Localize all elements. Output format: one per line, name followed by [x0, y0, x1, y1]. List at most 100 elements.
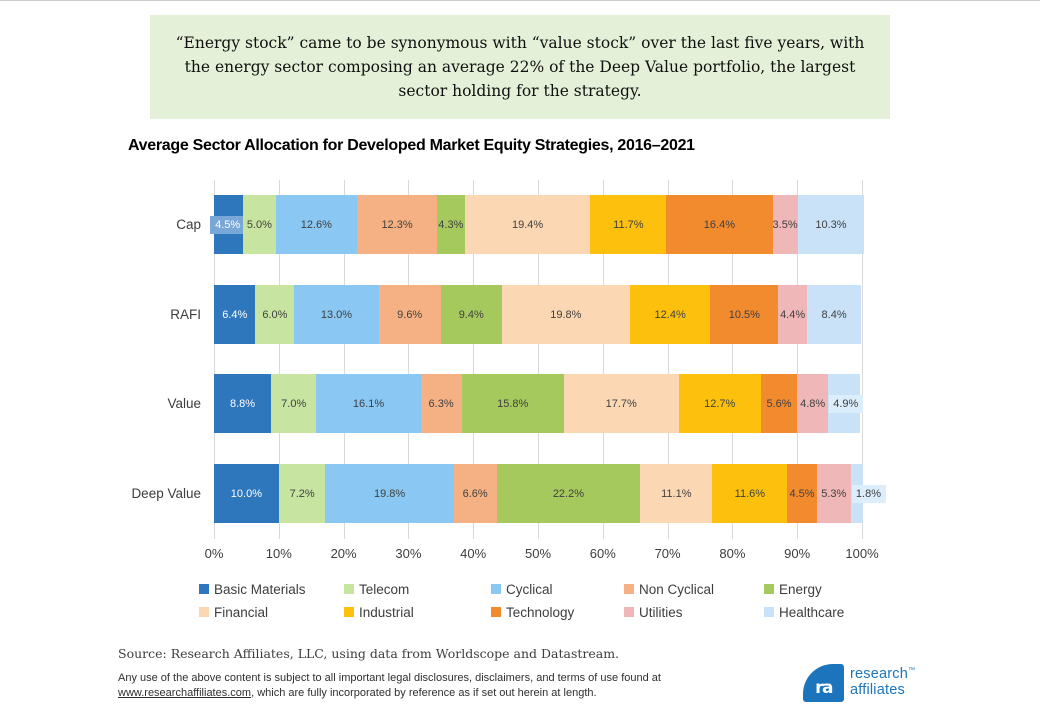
segment-basic-materials: 8.8% [214, 374, 272, 433]
segment-label: 12.4% [654, 308, 686, 321]
legend-item-non-cyclical: Non Cyclical [624, 578, 764, 600]
segment-label: 12.7% [704, 397, 736, 410]
segment-industrial: 11.6% [712, 464, 788, 523]
segment-non-cyclical: 12.3% [357, 195, 437, 254]
disclaimer: Any use of the above content is subject … [118, 671, 678, 702]
disclaimer-text-post: , which are fully incorporated by refere… [251, 687, 597, 700]
x-axis-tick: 80% [719, 546, 746, 561]
segment-label: 11.6% [734, 487, 766, 500]
gridline [602, 180, 604, 539]
segment-non-cyclical: 9.6% [378, 285, 441, 344]
legend-item-utilities: Utilities [624, 601, 764, 623]
segment-label: 8.4% [821, 308, 847, 321]
gridline [862, 180, 863, 539]
x-axis-tick: 20% [330, 546, 357, 561]
x-axis-tick: 0% [204, 546, 224, 561]
segment-basic-materials: 6.4% [214, 285, 256, 344]
bar-row-value: 8.8% 7.0% 16.1% 6.3% 15.8% 17.7% 12.7% 5.6% 4.8%… [214, 374, 864, 433]
logo-wordmark: research™ affiliates [850, 667, 915, 698]
segment-energy: 15.8% [461, 374, 564, 433]
quote-box: “Energy stock” came to be synonymous wit… [150, 15, 890, 119]
segment-non-cyclical: 6.3% [420, 374, 462, 433]
legend-swatch [199, 584, 209, 594]
segment-cyclical: 12.6% [275, 195, 358, 254]
legend-label: Energy [779, 581, 822, 597]
segment-label: 19.4% [512, 218, 544, 231]
legend-label: Financial [214, 604, 269, 620]
segment-financial: 11.1% [640, 464, 713, 523]
legend-label: Technology [506, 604, 575, 620]
legend-swatch [491, 607, 501, 617]
segment-label: 4.8% [800, 397, 826, 410]
segment-label: 9.4% [458, 308, 484, 321]
segment-label: 10.3% [815, 218, 847, 231]
segment-label: 13.0% [320, 308, 353, 321]
legend-item-healthcare: Healthcare [764, 601, 864, 623]
segment-financial: 19.8% [501, 285, 630, 344]
legend-swatch [491, 584, 501, 594]
segment-label: 5.0% [246, 218, 272, 231]
chart-title: Average Sector Allocation for Developed … [128, 137, 695, 154]
segment-label: 4.9% [829, 394, 864, 413]
segment-energy: 9.4% [440, 285, 502, 344]
segment-industrial: 11.7% [590, 195, 667, 254]
segment-basic-materials: 10.0% [214, 464, 279, 523]
gridline [797, 180, 799, 539]
gridline [667, 180, 669, 539]
gridline [343, 180, 345, 539]
segment-healthcare: 1.8% [850, 464, 886, 523]
segment-technology: 5.6% [760, 374, 798, 433]
logo-line2: affiliates [850, 682, 905, 698]
x-axis-tick: 30% [395, 546, 422, 561]
x-axis-tick: 40% [460, 546, 487, 561]
legend-item-industrial: Industrial [344, 601, 491, 623]
segment-label: 16.1% [352, 397, 385, 410]
segment-healthcare: 10.3% [797, 195, 865, 254]
segment-telecom: 6.0% [255, 285, 295, 344]
researchaffiliates-link[interactable]: www.researchaffiliates.com [118, 687, 252, 700]
bar-row-cap: 4.5% 5.0% 12.6% 12.3% 4.3% 19.4% 11.7% 16.4% 3.5… [210, 195, 865, 254]
segment-label: 6.3% [428, 397, 454, 410]
segment-industrial: 12.4% [629, 285, 711, 344]
segment-label: 6.0% [262, 308, 288, 321]
segment-utilities: 5.3% [816, 464, 851, 523]
gridline [732, 180, 734, 539]
segment-basic-materials: 4.5% [210, 195, 244, 254]
gridline [278, 180, 280, 539]
segment-non-cyclical: 6.6% [453, 464, 497, 523]
category-label: RAFI [170, 307, 201, 322]
segment-label: 6.4% [222, 308, 248, 321]
legend-item-technology: Technology [491, 601, 624, 623]
segment-label: 11.7% [613, 218, 644, 231]
bar-row-deep-value: 10.0% 7.2% 19.8% 6.6% 22.2% 11.1% 11.6% 4.5% 5.3… [214, 464, 886, 523]
segment-technology: 10.5% [710, 285, 779, 344]
category-label: Value [167, 396, 201, 411]
segment-industrial: 12.7% [678, 374, 761, 433]
segment-label: 16.4% [703, 218, 735, 231]
legend-item-cyclical: Cyclical [491, 578, 624, 600]
segment-label: 15.8% [497, 397, 529, 410]
segment-label: 3.5% [772, 218, 798, 231]
legend-item-financial: Financial [199, 601, 344, 623]
segment-label: 12.6% [300, 218, 332, 231]
legend-label: Basic Materials [214, 581, 306, 597]
segment-label: 6.6% [462, 487, 488, 500]
segment-telecom: 7.2% [278, 464, 326, 523]
plot-area: 4.5% 5.0% 12.6% 12.3% 4.3% 19.4% 11.7% 16.4% 3.5… [210, 180, 886, 539]
segment-technology: 16.4% [666, 195, 773, 254]
gridline [408, 180, 410, 539]
segment-utilities: 4.8% [797, 374, 829, 433]
ra-logo-glyph: ra [815, 678, 833, 698]
disclaimer-text-pre: Any use of the above content is subject … [118, 672, 661, 684]
segment-label: 11.1% [661, 487, 692, 500]
segment-label: 4.3% [438, 218, 464, 231]
segment-utilities: 3.5% [772, 195, 798, 254]
segment-label: 10.5% [728, 308, 760, 321]
legend-label: Non Cyclical [639, 581, 715, 597]
research-affiliates-logo: ra research™ affiliates [803, 664, 915, 702]
segment-label: 4.4% [780, 308, 806, 321]
gridline [538, 180, 539, 539]
x-axis-tick: 50% [524, 546, 552, 561]
x-axis-tick: 100% [845, 546, 879, 561]
ra-logo-icon: ra [803, 664, 844, 702]
